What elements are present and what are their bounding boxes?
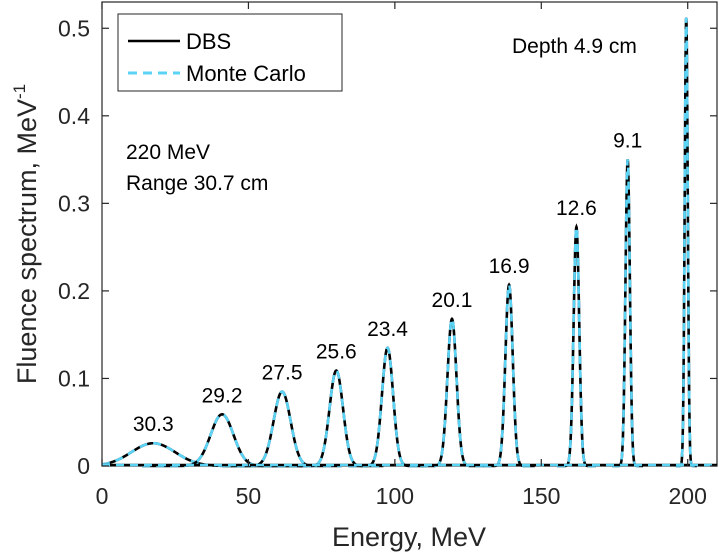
monte-carlo-peak-curve bbox=[289, 369, 384, 468]
x-tick-label: 100 bbox=[376, 483, 414, 509]
legend: DBS Monte Carlo bbox=[117, 13, 343, 92]
y-tick-label: 0.5 bbox=[58, 15, 90, 41]
monte-carlo-peak-curve bbox=[348, 346, 427, 468]
y-axis-label: Fluence spectrum, MeV-1 bbox=[10, 84, 42, 384]
x-axis-label: Energy, MeV bbox=[332, 522, 486, 552]
x-tick-label: 150 bbox=[522, 483, 560, 509]
depth-annotation: Depth 4.9 cm bbox=[512, 35, 637, 58]
peak-depth-label: 20.1 bbox=[432, 289, 473, 312]
monte-carlo-peak-curve bbox=[101, 441, 307, 468]
range-annotation: Range 30.7 cm bbox=[126, 172, 268, 195]
peak-depth-label: 29.2 bbox=[202, 384, 243, 407]
monte-carlo-peak-curve bbox=[612, 159, 644, 468]
y-tick-label: 0.4 bbox=[58, 103, 90, 129]
peak-label-layer: 30.3 29.2 27.5 25.6 23.4 20.1 16.9 12.6 9.1 bbox=[133, 130, 642, 437]
monte-carlo-peak-curve bbox=[556, 223, 596, 468]
peak-depth-label: 12.6 bbox=[556, 197, 597, 220]
dbs-peak-curve bbox=[483, 282, 535, 468]
dbs-peak-curve bbox=[101, 441, 307, 468]
energy-annotation: 220 MeV bbox=[126, 141, 210, 164]
x-tick-label: 50 bbox=[236, 483, 262, 509]
legend-dbs-label: DBS bbox=[186, 29, 231, 54]
x-tick-label: 200 bbox=[669, 483, 707, 509]
y-tick-label: 0.3 bbox=[58, 190, 90, 216]
legend-mc-label: Monte Carlo bbox=[186, 61, 306, 86]
peak-depth-label: 30.3 bbox=[133, 413, 174, 436]
tick-layer: 0 50 100 150 200 0 0.1 0.2 0.3 0.4 0.5 bbox=[58, 2, 717, 509]
dbs-peak-curve bbox=[348, 346, 427, 468]
y-tick-label: 0.1 bbox=[58, 365, 90, 391]
peak-depth-label: 23.4 bbox=[367, 318, 408, 341]
x-tick-label: 0 bbox=[96, 483, 109, 509]
monte-carlo-peak-curve bbox=[483, 282, 535, 468]
y-axis-label-superscript: -1 bbox=[10, 84, 29, 99]
peak-depth-label: 27.5 bbox=[262, 362, 303, 385]
peak-depth-label: 16.9 bbox=[489, 255, 530, 278]
monte-carlo-peak-curve bbox=[420, 317, 484, 468]
legend-box bbox=[117, 13, 343, 92]
dbs-peak-curve bbox=[420, 317, 484, 468]
y-tick-label: 0 bbox=[77, 453, 90, 479]
dbs-peak-curve bbox=[289, 369, 384, 468]
y-tick-label: 0.2 bbox=[58, 278, 90, 304]
y-axis-label-main: Fluence spectrum, MeV bbox=[12, 99, 42, 384]
dbs-peak-curve bbox=[556, 223, 596, 468]
peak-depth-label: 9.1 bbox=[613, 130, 642, 153]
peak-depth-label: 25.6 bbox=[316, 341, 357, 364]
monte-carlo-peak-curve bbox=[675, 17, 697, 468]
curve-layer bbox=[101, 17, 717, 468]
